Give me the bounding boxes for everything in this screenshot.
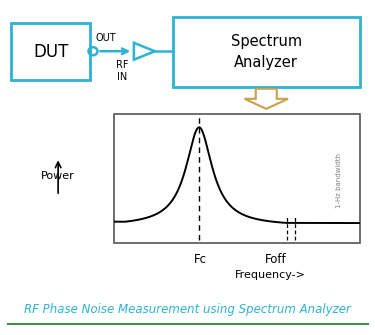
Text: Fc: Fc [194,253,207,266]
Polygon shape [244,89,288,109]
Text: Foff: Foff [265,253,286,266]
FancyBboxPatch shape [172,17,360,87]
Text: RF
IN: RF IN [116,60,128,82]
Text: Spectrum
Analyzer: Spectrum Analyzer [231,34,302,70]
Polygon shape [134,43,155,60]
Text: Frequency->: Frequency-> [235,270,305,280]
Text: Power: Power [41,171,75,181]
Text: OUT: OUT [96,33,116,43]
Text: RF Phase Noise Measurement using Spectrum Analyzer: RF Phase Noise Measurement using Spectru… [24,304,351,316]
Text: DUT: DUT [33,43,68,61]
FancyBboxPatch shape [114,114,360,243]
Text: 1-Hz bandwidth: 1-Hz bandwidth [336,153,342,208]
FancyBboxPatch shape [11,23,90,80]
